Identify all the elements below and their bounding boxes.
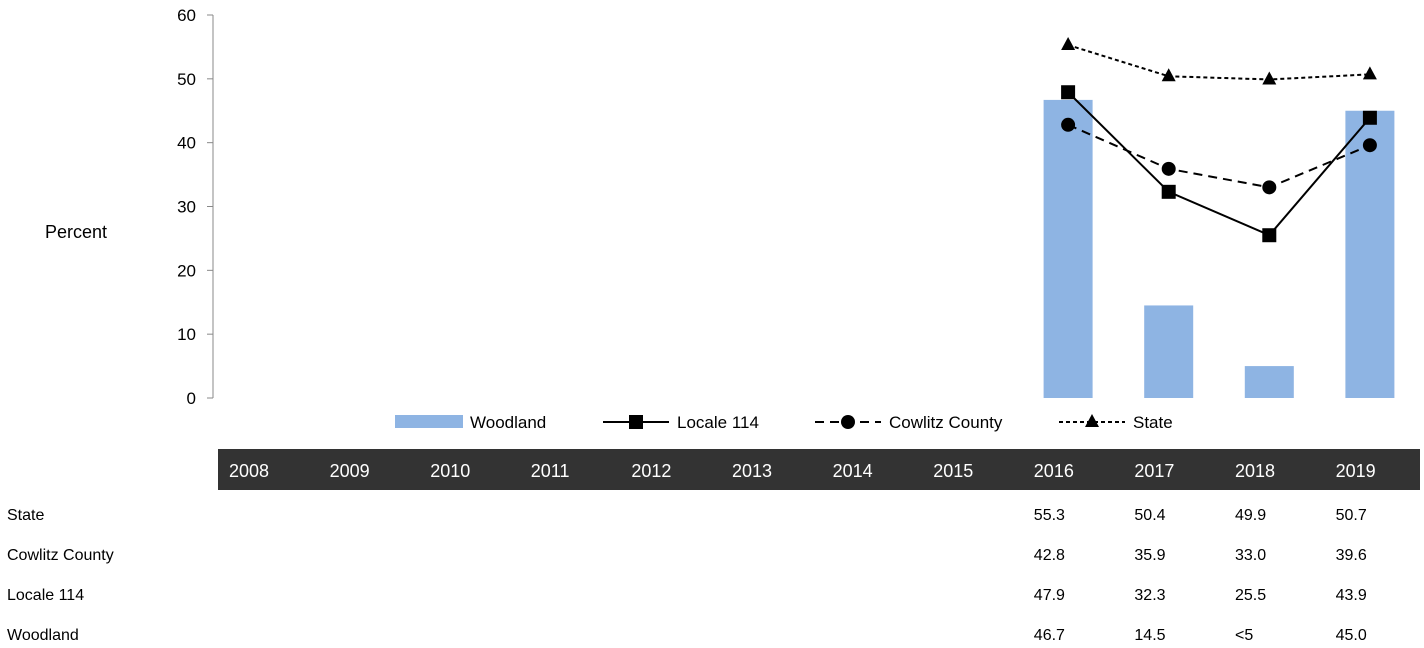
y-tick-label: 40 bbox=[177, 134, 196, 153]
bar-woodland bbox=[1144, 305, 1194, 398]
y-tick-label: 10 bbox=[177, 325, 196, 344]
data-label-woodland: 46.7 bbox=[1034, 627, 1065, 644]
year-header: 2017 bbox=[1134, 461, 1174, 481]
data-label-locale-114: 47.9 bbox=[1034, 587, 1065, 604]
data-label-state: 50.7 bbox=[1336, 507, 1367, 524]
series-line-locale-114 bbox=[1067, 91, 1371, 237]
year-header: 2019 bbox=[1336, 461, 1376, 481]
bar-woodland bbox=[1345, 110, 1395, 398]
legend-marker-cowlitz-county bbox=[841, 415, 855, 429]
legend-label-state: State bbox=[1133, 413, 1173, 432]
y-axis-title: Percent bbox=[45, 222, 107, 242]
year-header: 2010 bbox=[430, 461, 470, 481]
row-label-woodland: Woodland bbox=[7, 627, 79, 644]
year-header: 2008 bbox=[229, 461, 269, 481]
point-cowlitz-county bbox=[1262, 180, 1277, 195]
bar-woodland bbox=[1244, 366, 1294, 398]
data-label-state: 50.4 bbox=[1134, 507, 1165, 524]
data-label-state: 49.9 bbox=[1235, 507, 1266, 524]
data-label-woodland: <5 bbox=[1235, 627, 1253, 644]
year-header: 2013 bbox=[732, 461, 772, 481]
data-label-woodland: 14.5 bbox=[1134, 627, 1165, 644]
point-locale-114 bbox=[1262, 228, 1277, 243]
table-header-band bbox=[218, 449, 1420, 490]
year-header: 2011 bbox=[531, 461, 570, 481]
legend-label-cowlitz-county: Cowlitz County bbox=[889, 413, 1003, 432]
legend-label-locale-114: Locale 114 bbox=[677, 413, 759, 432]
point-state bbox=[1262, 71, 1277, 85]
data-label-cowlitz-county: 35.9 bbox=[1134, 547, 1165, 564]
y-tick-label: 20 bbox=[177, 261, 196, 280]
point-state bbox=[1161, 68, 1176, 82]
data-label-cowlitz-county: 33.0 bbox=[1235, 547, 1266, 564]
year-header: 2012 bbox=[631, 461, 671, 481]
row-label-locale-114: Locale 114 bbox=[7, 587, 84, 604]
point-state bbox=[1061, 37, 1076, 51]
point-cowlitz-county bbox=[1061, 117, 1076, 132]
y-tick-label: 50 bbox=[177, 70, 196, 89]
data-label-locale-114: 32.3 bbox=[1134, 587, 1165, 604]
legend-marker-locale-114 bbox=[629, 415, 643, 429]
data-label-cowlitz-county: 42.8 bbox=[1034, 547, 1065, 564]
data-label-state: 55.3 bbox=[1034, 507, 1065, 524]
y-tick-label: 0 bbox=[187, 389, 196, 408]
y-tick-label: 60 bbox=[177, 6, 196, 25]
point-state bbox=[1362, 66, 1377, 80]
point-cowlitz-county bbox=[1161, 161, 1176, 176]
data-label-woodland: 45.0 bbox=[1336, 627, 1367, 644]
data-label-locale-114: 43.9 bbox=[1336, 587, 1367, 604]
data-label-cowlitz-county: 39.6 bbox=[1336, 547, 1367, 564]
year-header: 2015 bbox=[933, 461, 973, 481]
legend-swatch-woodland bbox=[395, 415, 463, 428]
year-header: 2009 bbox=[330, 461, 370, 481]
series-line-cowlitz-county bbox=[1067, 123, 1371, 189]
year-header: 2016 bbox=[1034, 461, 1074, 481]
point-locale-114 bbox=[1161, 184, 1176, 199]
point-cowlitz-county bbox=[1362, 138, 1377, 153]
point-locale-114 bbox=[1362, 110, 1377, 125]
row-label-state: State bbox=[7, 507, 44, 524]
series-line-state bbox=[1067, 44, 1370, 81]
year-header: 2018 bbox=[1235, 461, 1275, 481]
row-label-cowlitz-county: Cowlitz County bbox=[7, 547, 114, 564]
data-label-locale-114: 25.5 bbox=[1235, 587, 1266, 604]
y-tick-label: 30 bbox=[177, 198, 196, 217]
year-header: 2014 bbox=[833, 461, 873, 481]
bar-woodland bbox=[1043, 99, 1093, 399]
point-locale-114 bbox=[1061, 85, 1076, 100]
legend-label-woodland: Woodland bbox=[470, 413, 546, 432]
legend-marker-state bbox=[1085, 414, 1099, 427]
